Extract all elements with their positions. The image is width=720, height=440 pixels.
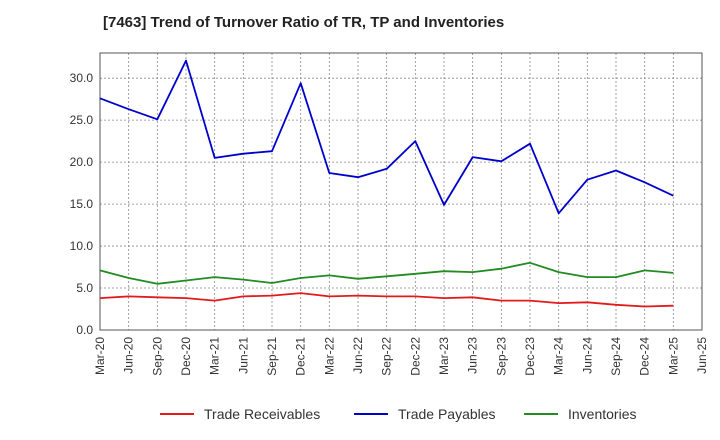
x-tick-label: Mar-21 — [208, 337, 222, 375]
series-line-inventories — [99, 261, 674, 285]
x-tick-label: Jun-22 — [351, 337, 365, 374]
chart-title: [7463] Trend of Turnover Ratio of TR, TP… — [103, 14, 505, 31]
series-line-trade-receivables — [99, 292, 674, 308]
x-tick-label: Sep-24 — [609, 337, 623, 376]
x-tick-label: Sep-23 — [494, 337, 508, 376]
y-tick-label: 0.0 — [76, 323, 93, 337]
x-tick-label: Dec-21 — [294, 337, 308, 376]
legend-label-trade-payables: Trade Payables — [398, 406, 496, 422]
y-tick-label: 30.0 — [70, 71, 94, 85]
grid-lines — [100, 53, 702, 330]
x-tick-label: Dec-20 — [179, 337, 193, 376]
y-tick-label: 25.0 — [70, 113, 94, 127]
legend-label-inventories: Inventories — [568, 406, 636, 422]
x-tick-label: Dec-24 — [638, 337, 652, 376]
x-tick-label: Mar-25 — [666, 337, 680, 375]
y-tick-label: 20.0 — [70, 155, 94, 169]
x-tick-label: Jun-25 — [695, 337, 709, 374]
x-tick-label: Jun-21 — [236, 337, 250, 374]
y-tick-label: 10.0 — [70, 239, 94, 253]
x-tick-label: Sep-21 — [265, 337, 279, 376]
x-tick-label: Mar-24 — [552, 337, 566, 375]
x-tick-label: Mar-23 — [437, 337, 451, 375]
legend: Trade Receivables Trade Payables Inventori… — [160, 406, 636, 422]
x-tick-label: Dec-23 — [523, 337, 537, 376]
x-tick-label: Jun-23 — [466, 337, 480, 374]
series-line-trade-payables — [99, 59, 674, 215]
y-tick-label: 15.0 — [70, 197, 94, 211]
y-tick-label: 5.0 — [76, 281, 93, 295]
x-tick-label: Sep-22 — [380, 337, 394, 376]
axes: 0.0 5.0 10.0 15.0 20.0 25.0 30.0 Mar-20 Jun-20 Se… — [70, 52, 709, 376]
x-tick-label: Sep-20 — [150, 337, 164, 376]
x-tick-label: Jun-24 — [580, 337, 594, 374]
plot-border — [99, 52, 703, 331]
x-tick-label: Dec-22 — [408, 337, 422, 376]
x-tick-label: Jun-20 — [122, 337, 136, 374]
legend-label-trade-receivables: Trade Receivables — [204, 406, 320, 422]
x-tick-label: Mar-20 — [93, 337, 107, 375]
series-lines — [99, 59, 674, 308]
plot-area — [100, 53, 702, 330]
x-tick-label: Mar-22 — [322, 337, 336, 375]
